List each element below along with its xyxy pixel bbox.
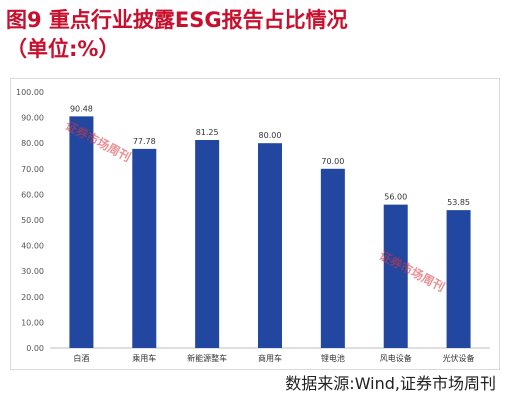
x-tick-label: 乘用车 bbox=[132, 353, 156, 363]
y-tick-label: 30.00 bbox=[21, 267, 44, 276]
y-tick-label: 0.00 bbox=[26, 344, 44, 353]
y-tick-label: 20.00 bbox=[21, 293, 44, 302]
data-label: 90.48 bbox=[70, 104, 93, 113]
bar bbox=[320, 168, 345, 348]
bar bbox=[69, 116, 94, 348]
y-tick-label: 40.00 bbox=[21, 242, 44, 251]
y-tick-label: 90.00 bbox=[21, 114, 44, 123]
y-tick-label: 50.00 bbox=[21, 216, 44, 225]
data-label: 81.25 bbox=[196, 128, 219, 137]
y-tick-label: 10.00 bbox=[21, 318, 44, 327]
y-tick-label: 100.00 bbox=[16, 88, 44, 97]
bar bbox=[258, 143, 282, 348]
data-label: 80.00 bbox=[259, 131, 282, 140]
bar-layer bbox=[69, 116, 471, 348]
x-tick-label: 新能源整车 bbox=[187, 353, 227, 363]
x-tick-label: 锂电池 bbox=[321, 353, 345, 363]
x-tick-label: 风电设备 bbox=[380, 353, 412, 363]
bar bbox=[195, 140, 220, 348]
bar bbox=[383, 204, 408, 348]
bar bbox=[446, 210, 471, 348]
data-label: 77.78 bbox=[133, 137, 156, 146]
data-label: 53.85 bbox=[447, 198, 470, 207]
source-note: 数据来源:Wind,证券市场周刊 bbox=[285, 374, 496, 393]
x-tick-label: 光伏设备 bbox=[443, 353, 475, 363]
x-tick-label: 白酒 bbox=[73, 353, 89, 363]
y-tick-label: 80.00 bbox=[21, 139, 44, 148]
y-tick-label: 70.00 bbox=[21, 165, 44, 174]
bar bbox=[132, 148, 157, 348]
chart-title: 图9 重点行业披露ESG报告占比情况 （单位:%） bbox=[6, 8, 348, 61]
data-label: 70.00 bbox=[321, 157, 344, 166]
data-label: 56.00 bbox=[384, 193, 407, 202]
label-layer: 90.48 白酒 77.78 乘用车 81.25 新能源整车 80.00 商用车 70.00 锂电… bbox=[70, 104, 475, 363]
y-tick-label: 60.00 bbox=[21, 190, 44, 199]
x-tick-label: 商用车 bbox=[258, 353, 282, 363]
